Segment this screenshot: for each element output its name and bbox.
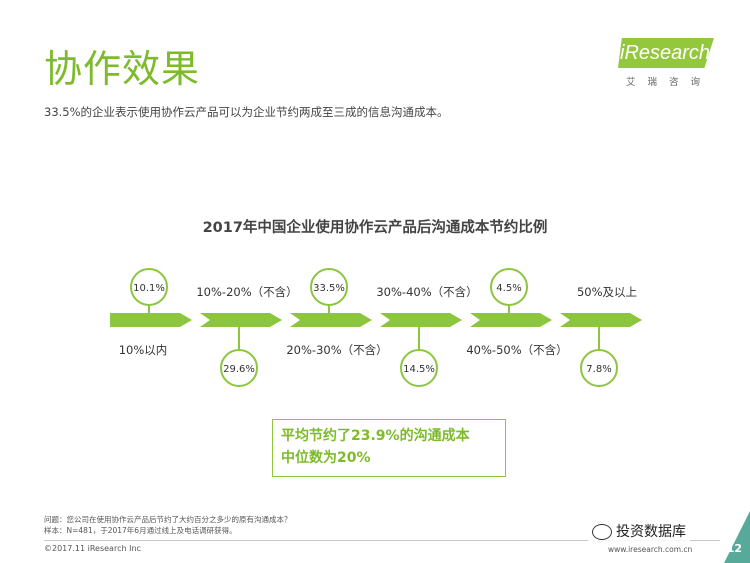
chart-value-bubble xyxy=(220,349,258,387)
footnote-sample: 样本：N=481，于2017年6月通过线上及电话调研获得。 xyxy=(44,526,237,535)
chart-value-label: 33.5% xyxy=(313,283,345,294)
footer-divider xyxy=(44,540,720,541)
site-url: www.iresearch.com.cn xyxy=(608,545,693,554)
wechat-icon xyxy=(592,524,612,540)
page-number: 12 xyxy=(726,542,742,555)
callout-line-2: 中位数为20% xyxy=(281,450,371,466)
footnotes: 问题：您公司在使用协作云产品后节约了大约百分之多少的原有沟通成本？ 样本：N=4… xyxy=(44,514,292,536)
chart-arrow-segment xyxy=(470,313,552,327)
chart-value-label: 14.5% xyxy=(403,364,435,375)
chart-category-label: 10%以内 xyxy=(119,343,168,357)
brand-flag-shape xyxy=(618,38,714,68)
chart-value-label: 29.6% xyxy=(223,364,255,375)
watermark: 投资数据库 xyxy=(588,519,690,543)
chart-category-label: 50%及以上 xyxy=(577,285,637,299)
brand-subtitle: 艾瑞咨询 xyxy=(626,77,713,88)
chart-category-label: 20%-30%（不含） xyxy=(286,343,387,357)
chart-title: 2017年中国企业使用协作云产品后沟通成本节约比例 xyxy=(202,220,548,236)
chart-value-label: 4.5% xyxy=(496,283,521,294)
chart-value-label: 7.8% xyxy=(586,364,611,375)
footnote-question: 问题：您公司在使用协作云产品后节约了大约百分之多少的原有沟通成本？ xyxy=(44,515,292,524)
page-subtitle: 33.5%的企业表示使用协作云产品可以为企业节约两成至三成的信息沟通成本。 xyxy=(44,105,449,119)
chart-category-label: 40%-50%（不含） xyxy=(466,343,567,357)
chart-arrow-segment xyxy=(380,313,462,327)
chart-value-bubble xyxy=(400,349,438,387)
watermark-text: 投资数据库 xyxy=(616,524,686,540)
corner-accent xyxy=(724,511,750,563)
callout-line-1: 平均节约了23.9%的沟通成本 xyxy=(281,428,470,444)
chart-svg: 10.1% 10%以内 29.6% 10%-20%（不含） 33.5% 20%-30%（不… xyxy=(110,268,642,387)
chart-value-bubble xyxy=(490,268,528,306)
chart-value-bubble xyxy=(310,268,348,306)
chart-arrow-segment xyxy=(110,313,192,327)
chart-arrow-segment xyxy=(560,313,642,327)
page-title: 协作效果 xyxy=(44,47,201,91)
chart-value-label: 10.1% xyxy=(133,283,165,294)
brand-name: iResearch xyxy=(620,42,711,64)
chart-arrow-segment xyxy=(200,313,282,327)
copyright: ©2017.11 iResearch Inc xyxy=(44,544,141,553)
chart-category-label: 10%-20%（不含） xyxy=(196,285,297,299)
chart-category-label: 30%-40%（不含） xyxy=(376,285,477,299)
chart-arrow-segment xyxy=(290,313,372,327)
chart-value-bubble xyxy=(130,268,168,306)
summary-callout: 平均节约了23.9%的沟通成本 中位数为20% xyxy=(272,419,506,477)
chart-value-bubble xyxy=(580,349,618,387)
